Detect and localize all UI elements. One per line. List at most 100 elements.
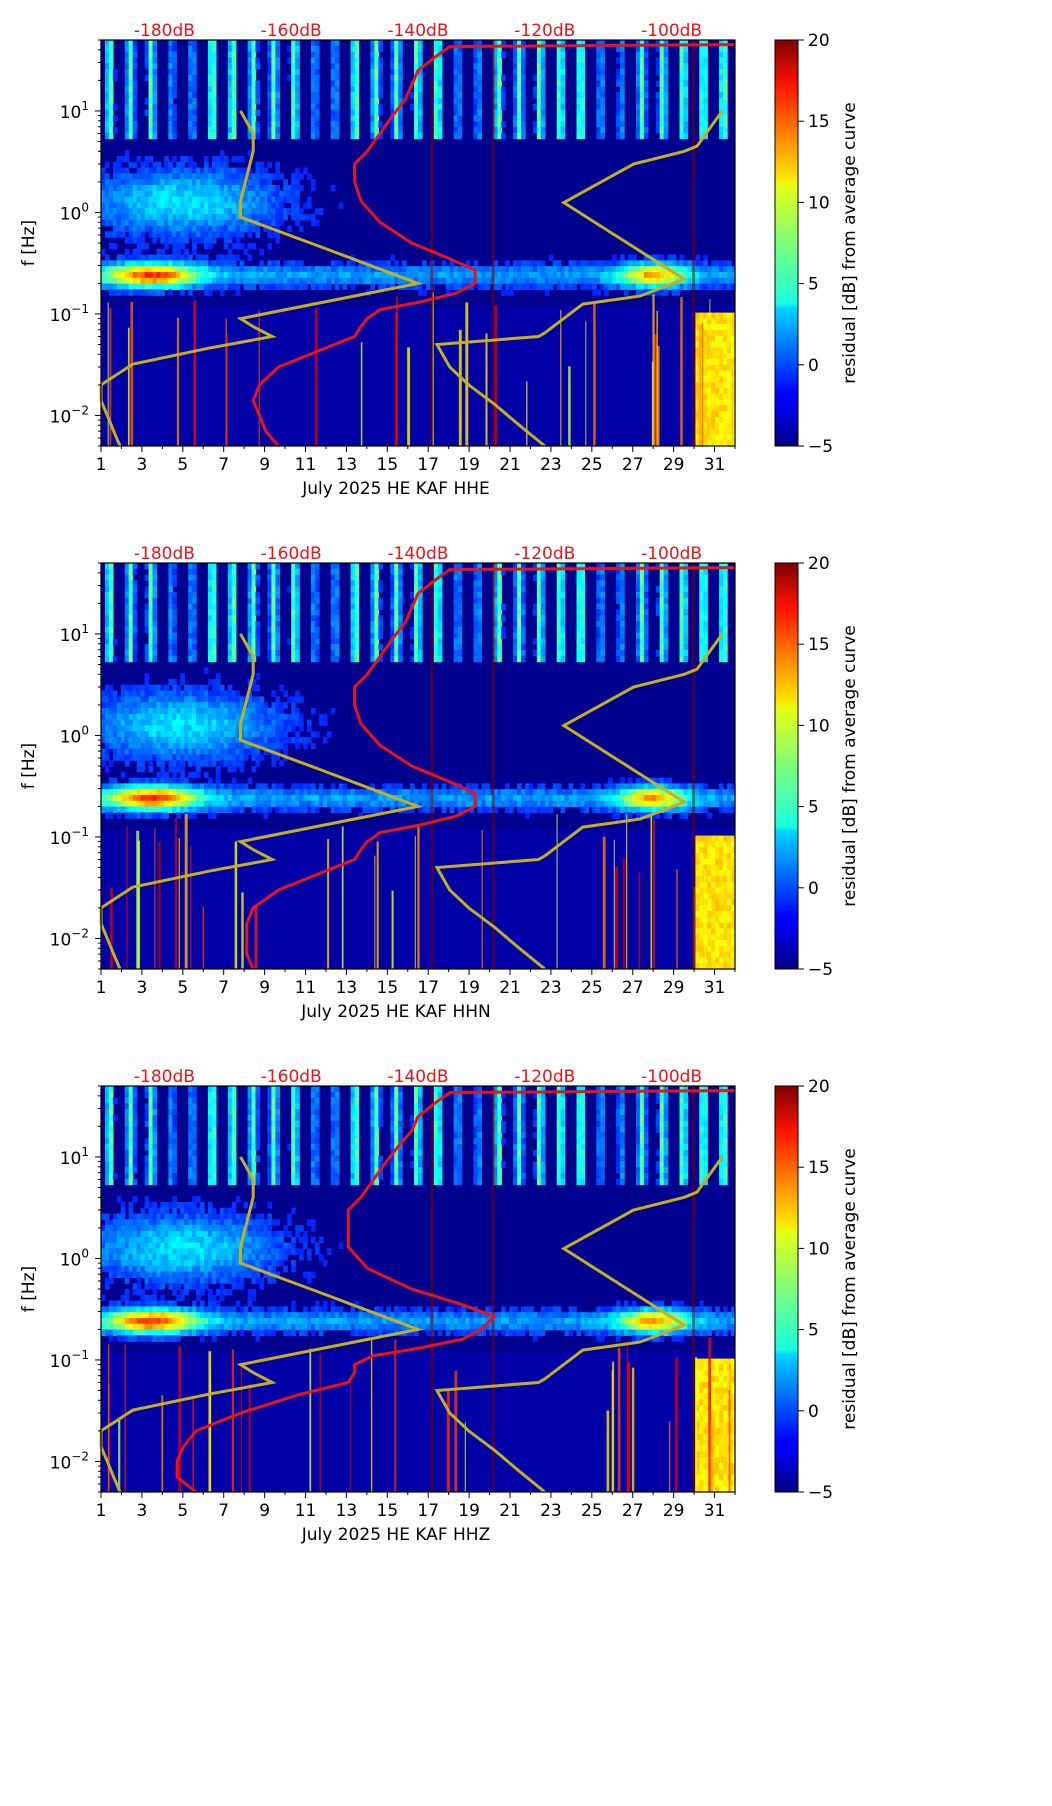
heatmap-cell bbox=[140, 266, 146, 273]
heatmap-cell bbox=[144, 74, 150, 82]
heatmap-cell bbox=[287, 586, 292, 593]
heatmap-cell bbox=[473, 80, 479, 87]
heatmap-cell bbox=[168, 161, 173, 169]
heatmap-cell bbox=[394, 563, 399, 570]
heatmap-cell bbox=[437, 132, 443, 140]
heatmap-cell bbox=[105, 40, 110, 47]
heatmap-cell bbox=[263, 167, 269, 174]
heatmap-cell bbox=[251, 650, 257, 657]
heatmap-cell bbox=[243, 748, 249, 755]
heatmap-cell bbox=[703, 63, 708, 70]
heatmap-cell bbox=[370, 283, 375, 290]
heatmap-cell bbox=[239, 277, 245, 285]
heatmap-cell bbox=[168, 574, 173, 581]
heatmap-cell bbox=[283, 272, 288, 279]
heatmap-cell bbox=[267, 92, 272, 99]
heatmap-cell bbox=[140, 789, 146, 796]
heatmap-cell bbox=[414, 127, 419, 134]
heatmap-cell bbox=[354, 789, 360, 796]
heatmap-cell bbox=[398, 574, 403, 581]
heatmap-cell bbox=[275, 795, 280, 802]
heatmap-cell bbox=[295, 86, 300, 93]
heatmap-cell bbox=[326, 277, 332, 285]
heatmap-cell bbox=[600, 92, 605, 99]
heatmap-cell bbox=[124, 69, 130, 76]
heatmap-cell bbox=[223, 266, 229, 273]
heatmap-cell bbox=[231, 650, 237, 657]
heatmap-cell bbox=[477, 80, 482, 87]
heatmap-cell bbox=[683, 103, 689, 111]
heatmap-cell bbox=[453, 783, 459, 790]
heatmap-cell bbox=[208, 219, 213, 227]
heatmap-cell bbox=[128, 626, 134, 634]
heatmap-cell bbox=[105, 109, 110, 116]
heatmap-cell bbox=[703, 260, 708, 267]
heatmap-cell bbox=[116, 748, 122, 755]
heatmap-cell bbox=[509, 272, 514, 279]
heatmap-cell bbox=[108, 690, 114, 697]
heatmap-cell bbox=[208, 690, 213, 697]
heatmap-cell bbox=[211, 690, 217, 697]
heatmap-cell bbox=[291, 725, 296, 732]
heatmap-cell bbox=[556, 86, 562, 93]
heatmap-cell bbox=[168, 603, 173, 610]
heatmap-cell bbox=[188, 196, 193, 203]
heatmap-cell bbox=[152, 272, 158, 279]
heatmap-cell bbox=[136, 185, 142, 192]
heatmap-cell bbox=[188, 219, 193, 227]
heatmap-cell bbox=[188, 806, 193, 813]
heatmap-cell bbox=[378, 597, 383, 605]
heatmap-cell bbox=[180, 737, 185, 744]
heatmap-cell bbox=[433, 795, 439, 802]
heatmap-cell bbox=[112, 702, 118, 709]
heatmap-cell bbox=[156, 789, 162, 796]
heatmap-cell bbox=[208, 231, 213, 238]
heatmap-cell bbox=[180, 690, 185, 697]
heatmap-cell bbox=[338, 783, 344, 790]
heatmap-cell bbox=[283, 742, 288, 750]
heatmap-cell bbox=[390, 789, 395, 796]
heatmap-cell bbox=[330, 609, 336, 616]
heatmap-cell bbox=[247, 626, 253, 634]
heatmap-cell bbox=[211, 283, 217, 290]
heatmap-cell bbox=[659, 272, 665, 279]
heatmap-cell bbox=[663, 127, 669, 134]
heatmap-cell bbox=[418, 580, 423, 587]
heatmap-cell bbox=[596, 277, 601, 285]
heatmap-cell bbox=[493, 260, 498, 267]
heatmap-cell bbox=[378, 795, 383, 802]
heatmap-cell bbox=[263, 179, 269, 186]
heatmap-cell bbox=[124, 173, 130, 180]
heatmap-cell bbox=[112, 719, 118, 726]
heatmap-cell bbox=[227, 655, 233, 663]
heatmap-cell bbox=[279, 789, 284, 796]
heatmap-cell bbox=[267, 190, 272, 198]
heatmap-cell bbox=[287, 806, 292, 813]
heatmap-cell bbox=[108, 597, 114, 605]
heatmap-cell bbox=[414, 621, 419, 628]
heatmap-cell bbox=[390, 806, 395, 813]
heatmap-cell bbox=[330, 592, 336, 599]
heatmap-cell bbox=[251, 800, 257, 808]
heatmap-cell bbox=[219, 800, 225, 808]
heatmap-cell bbox=[101, 272, 106, 279]
heatmap-cell bbox=[105, 208, 110, 215]
heatmap-cell bbox=[204, 289, 209, 296]
heatmap-cell bbox=[200, 179, 205, 186]
heatmap-cell bbox=[101, 185, 106, 192]
heatmap-cell bbox=[639, 115, 645, 122]
heatmap-cell bbox=[457, 592, 463, 599]
heatmap-cell bbox=[723, 98, 728, 105]
heatmap-cell bbox=[659, 132, 665, 140]
heatmap-cell bbox=[188, 760, 193, 767]
heatmap-cell bbox=[465, 277, 471, 285]
heatmap-cell bbox=[723, 115, 728, 122]
heatmap-cell bbox=[152, 231, 158, 238]
heatmap-cell bbox=[687, 260, 692, 267]
heatmap-cell bbox=[112, 185, 118, 192]
heatmap-cell bbox=[152, 754, 158, 761]
heatmap-cell bbox=[390, 98, 395, 105]
heatmap-cell bbox=[731, 359, 736, 366]
heatmap-cell bbox=[247, 638, 253, 645]
heatmap-cell bbox=[493, 40, 498, 47]
